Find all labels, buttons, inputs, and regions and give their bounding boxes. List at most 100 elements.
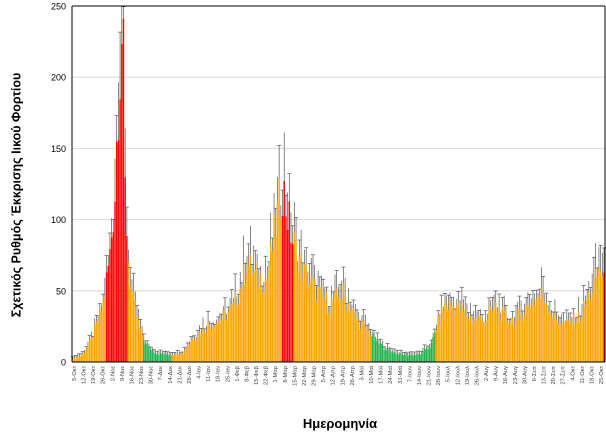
- bar: [583, 301, 585, 362]
- bar: [571, 324, 573, 362]
- bar: [427, 348, 429, 362]
- bar: [471, 323, 473, 362]
- bar: [564, 323, 566, 362]
- bar: [549, 311, 551, 362]
- bar: [467, 319, 470, 362]
- bar: [432, 336, 434, 362]
- bar: [442, 311, 445, 362]
- bar: [73, 357, 76, 362]
- bar: [144, 344, 147, 362]
- bar: [412, 355, 414, 362]
- bar: [491, 310, 494, 362]
- x-tick-label: 7-Ιουν: [407, 366, 413, 382]
- bar: [385, 350, 387, 362]
- bar: [241, 290, 243, 362]
- bar: [203, 331, 206, 362]
- bar: [349, 312, 351, 362]
- bar: [210, 329, 213, 362]
- bar: [217, 321, 219, 362]
- x-tick-label: 26-Οκτ: [101, 365, 107, 384]
- bar: [378, 343, 380, 362]
- bar: [554, 313, 556, 362]
- bar: [324, 300, 326, 362]
- bar: [193, 340, 196, 362]
- bar: [141, 332, 143, 362]
- bar: [523, 314, 526, 362]
- bar: [281, 215, 284, 362]
- bar: [224, 310, 226, 362]
- x-tick-label: 24-Μαϊ: [388, 365, 394, 384]
- x-tick-label: 13-Σεπ: [542, 366, 548, 385]
- bar: [149, 349, 152, 362]
- bar: [188, 344, 191, 362]
- bar: [83, 353, 86, 362]
- bar: [451, 306, 453, 362]
- x-tick-label: 25-Ιαν: [225, 366, 231, 382]
- bar: [528, 307, 531, 362]
- bar: [572, 313, 575, 362]
- bar: [376, 338, 379, 362]
- bar: [195, 340, 197, 362]
- bar: [278, 178, 280, 362]
- bar: [518, 308, 521, 362]
- bar: [407, 355, 409, 362]
- bar: [447, 310, 450, 362]
- bar: [503, 309, 505, 362]
- x-tick-label: 22-Φεβ: [264, 365, 270, 385]
- bar: [445, 305, 448, 362]
- bar: [159, 352, 162, 362]
- bar: [500, 321, 502, 362]
- bar: [122, 19, 125, 363]
- x-tick-label: 1-Μαρ: [273, 365, 279, 382]
- x-axis-title: Ημερομηνία: [302, 416, 378, 431]
- bar: [115, 141, 118, 362]
- bar: [508, 324, 510, 362]
- bar: [501, 307, 504, 362]
- bar: [489, 305, 492, 362]
- bar: [388, 349, 390, 362]
- bar: [205, 332, 208, 362]
- bar: [408, 354, 411, 362]
- bar: [156, 354, 159, 362]
- bar: [229, 306, 231, 362]
- bar: [80, 355, 82, 362]
- bar: [288, 201, 291, 362]
- bar: [183, 350, 186, 362]
- bar: [190, 341, 192, 362]
- bar: [511, 317, 514, 362]
- x-tick-label: 28-Δεκ: [187, 366, 193, 384]
- bar: [418, 354, 421, 362]
- bar: [369, 336, 372, 362]
- bar: [520, 314, 522, 362]
- bar: [474, 317, 477, 362]
- bar: [591, 293, 593, 362]
- bar: [136, 316, 138, 362]
- bar: [462, 311, 465, 362]
- bar: [417, 353, 419, 362]
- bar: [596, 278, 598, 362]
- bar: [532, 301, 534, 362]
- bar: [506, 321, 509, 362]
- bar: [539, 297, 541, 362]
- x-tick-label: 7-Δεκ: [158, 366, 164, 381]
- bar: [215, 323, 218, 362]
- bar: [137, 319, 140, 362]
- bar: [185, 349, 187, 362]
- bar: [231, 304, 233, 362]
- bar: [315, 301, 318, 362]
- bar: [461, 304, 463, 362]
- x-tick-label: 26-Απρ: [350, 365, 356, 385]
- bar: [112, 232, 115, 362]
- x-tick-label: 20-Σεπ: [551, 366, 557, 385]
- bar: [517, 309, 519, 362]
- bar: [295, 239, 297, 362]
- x-tick-label: 10-Μαϊ: [369, 365, 375, 384]
- x-tick-label: 26-Ιουλ: [474, 366, 480, 385]
- x-tick-label: 16-Αυγ: [503, 366, 509, 384]
- bar: [599, 270, 602, 362]
- bar: [510, 321, 512, 362]
- bar: [92, 339, 94, 362]
- bar: [325, 292, 328, 362]
- bar: [305, 266, 307, 362]
- bar: [263, 292, 265, 362]
